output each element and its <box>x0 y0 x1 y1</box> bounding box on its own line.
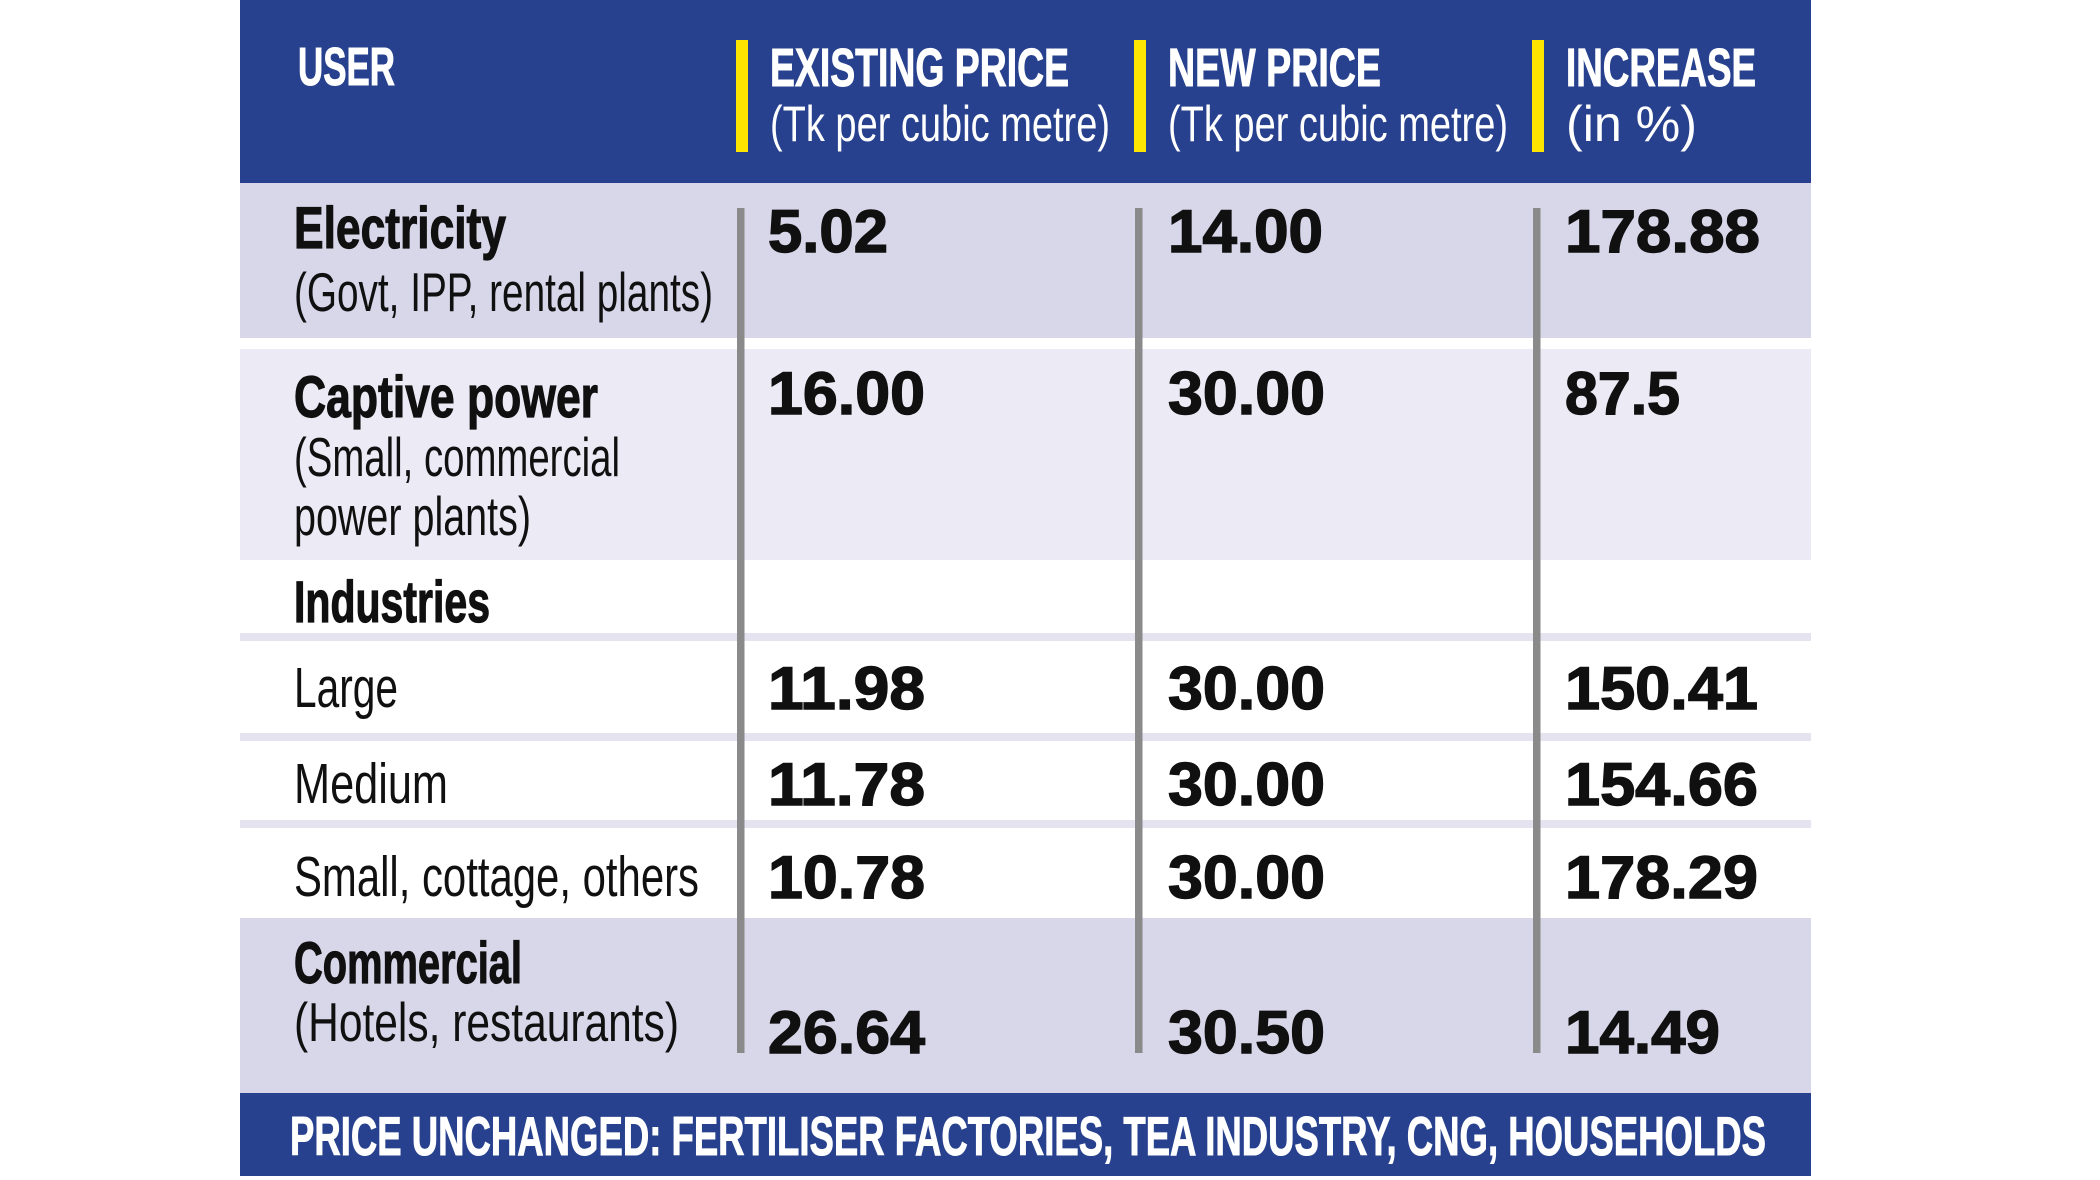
svg-text:Medium: Medium <box>294 752 448 816</box>
svg-text:Industries: Industries <box>294 570 490 635</box>
svg-text:30.00: 30.00 <box>1168 751 1325 818</box>
svg-text:Electricity: Electricity <box>294 196 506 261</box>
svg-text:PRICE UNCHANGED: FERTILISER FA: PRICE UNCHANGED: FERTILISER FACTORIES, T… <box>290 1105 1766 1167</box>
svg-text:USER: USER <box>298 37 395 97</box>
svg-text:14.49: 14.49 <box>1565 999 1720 1066</box>
svg-text:power plants): power plants) <box>294 485 531 547</box>
svg-text:14.00: 14.00 <box>1168 198 1323 265</box>
svg-text:16.00: 16.00 <box>768 360 925 427</box>
svg-text:154.66: 154.66 <box>1565 751 1758 818</box>
svg-text:30.00: 30.00 <box>1168 844 1325 911</box>
svg-text:(Tk per cubic metre): (Tk per cubic metre) <box>770 96 1110 152</box>
svg-text:178.88: 178.88 <box>1565 198 1760 265</box>
svg-text:5.02: 5.02 <box>768 198 888 265</box>
svg-text:11.98: 11.98 <box>768 655 925 722</box>
svg-text:EXISTING PRICE: EXISTING PRICE <box>770 38 1069 98</box>
svg-text:NEW PRICE: NEW PRICE <box>1168 38 1381 98</box>
svg-text:178.29: 178.29 <box>1565 844 1758 911</box>
svg-text:26.64: 26.64 <box>768 999 926 1066</box>
svg-text:150.41: 150.41 <box>1565 655 1758 722</box>
svg-text:11.78: 11.78 <box>768 751 925 818</box>
svg-text:Large: Large <box>294 656 398 720</box>
svg-text:(Tk per cubic metre): (Tk per cubic metre) <box>1168 96 1508 152</box>
svg-text:Small, cottage, others: Small, cottage, others <box>294 845 699 909</box>
svg-text:(in %): (in %) <box>1566 96 1697 152</box>
svg-text:(Govt, IPP, rental plants): (Govt, IPP, rental plants) <box>294 261 713 323</box>
svg-text:30.50: 30.50 <box>1168 999 1325 1066</box>
svg-text:10.78: 10.78 <box>768 844 925 911</box>
svg-text:INCREASE: INCREASE <box>1566 38 1756 98</box>
svg-text:30.00: 30.00 <box>1168 360 1325 427</box>
svg-text:(Small, commercial: (Small, commercial <box>294 426 620 488</box>
svg-text:(Hotels, restaurants): (Hotels, restaurants) <box>294 991 679 1053</box>
svg-text:Captive power: Captive power <box>294 365 598 430</box>
svg-text:Commercial: Commercial <box>294 931 522 996</box>
svg-text:87.5: 87.5 <box>1565 360 1680 427</box>
svg-text:30.00: 30.00 <box>1168 655 1325 722</box>
